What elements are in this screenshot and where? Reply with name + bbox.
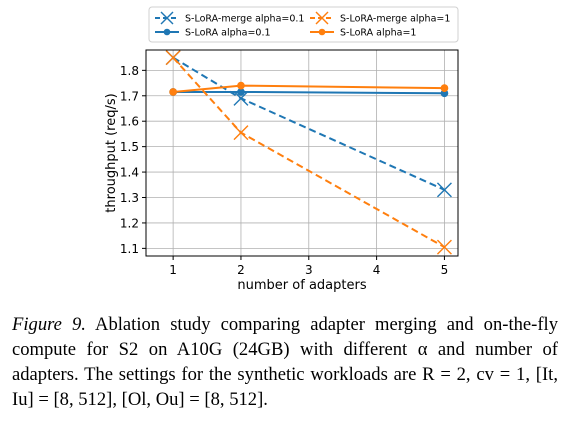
- caption-text: Ablation study comparing adapter merging…: [12, 314, 559, 410]
- y-tick-label: 1.1: [120, 242, 139, 256]
- y-tick-label: 1.4: [120, 166, 139, 180]
- legend: S-LoRA-merge alpha=0.1 S-LoRA-merge alpha…: [148, 6, 459, 43]
- x-axis-label: number of adapters: [237, 278, 366, 293]
- throughput-line-chart: 1 2 3 4 5 1.1 1.2 1.3 1.4 1.5 1.6 1.7 1.8 number of …: [104, 6, 459, 293]
- y-tick-label: 1.2: [120, 216, 139, 230]
- grid-lines: [146, 50, 458, 256]
- legend-label: S-LoRA-merge alpha=1: [340, 14, 450, 25]
- x-marker-stroke: [436, 239, 452, 255]
- y-tick-label: 1.8: [120, 64, 139, 78]
- axis-ticks: 1 2 3 4 5 1.1 1.2 1.3 1.4 1.5 1.6 1.7 1.8: [120, 64, 448, 277]
- x-tick-label: 5: [441, 263, 449, 277]
- legend-entry: S-LoRA alpha=1: [310, 28, 416, 39]
- x-tick-label: 2: [237, 263, 245, 277]
- circle-marker: [237, 81, 245, 90]
- legend-label: S-LoRA-merge alpha=0.1: [185, 14, 304, 25]
- circle-marker: [440, 84, 449, 92]
- x-marker-stroke: [315, 11, 329, 25]
- legend-entry: S-LoRA alpha=0.1: [155, 28, 271, 39]
- x-tick-label: 3: [305, 263, 313, 277]
- y-tick-label: 1.3: [120, 191, 139, 205]
- x-marker-stroke: [233, 125, 249, 141]
- series-layer: [165, 50, 452, 255]
- figure-label: Figure 9.: [12, 314, 86, 335]
- series-line: [173, 90, 445, 95]
- x-marker-stroke: [165, 50, 181, 66]
- legend-label: S-LoRA alpha=1: [340, 28, 416, 39]
- y-tick-label: 1.6: [120, 115, 139, 129]
- circle-marker: [318, 28, 326, 36]
- x-tick-label: 4: [373, 263, 381, 277]
- legend-box: [148, 6, 459, 43]
- x-marker-stroke: [160, 11, 174, 25]
- figure-caption: Figure 9. Ablation study comparing adapt…: [12, 312, 558, 412]
- x-tick-label: 1: [169, 263, 177, 277]
- y-tick-label: 1.7: [120, 89, 139, 103]
- legend-label: S-LoRA alpha=0.1: [185, 28, 271, 39]
- x-marker-stroke: [436, 182, 452, 198]
- x-marker-stroke: [233, 90, 249, 106]
- y-axis-label: throughput (req/s): [104, 93, 119, 212]
- y-tick-label: 1.5: [120, 140, 139, 154]
- series-s-lora-alpha-1: [169, 81, 449, 96]
- legend-entry: S-LoRA-merge alpha=0.1: [155, 11, 304, 25]
- circle-marker: [163, 28, 171, 36]
- legend-entry: S-LoRA-merge alpha=1: [310, 11, 450, 25]
- circle-marker: [169, 88, 177, 96]
- circle-marker: [237, 88, 245, 96]
- series-s-lora-merge-alpha-1: [165, 50, 452, 255]
- plot-frame: [145, 49, 459, 257]
